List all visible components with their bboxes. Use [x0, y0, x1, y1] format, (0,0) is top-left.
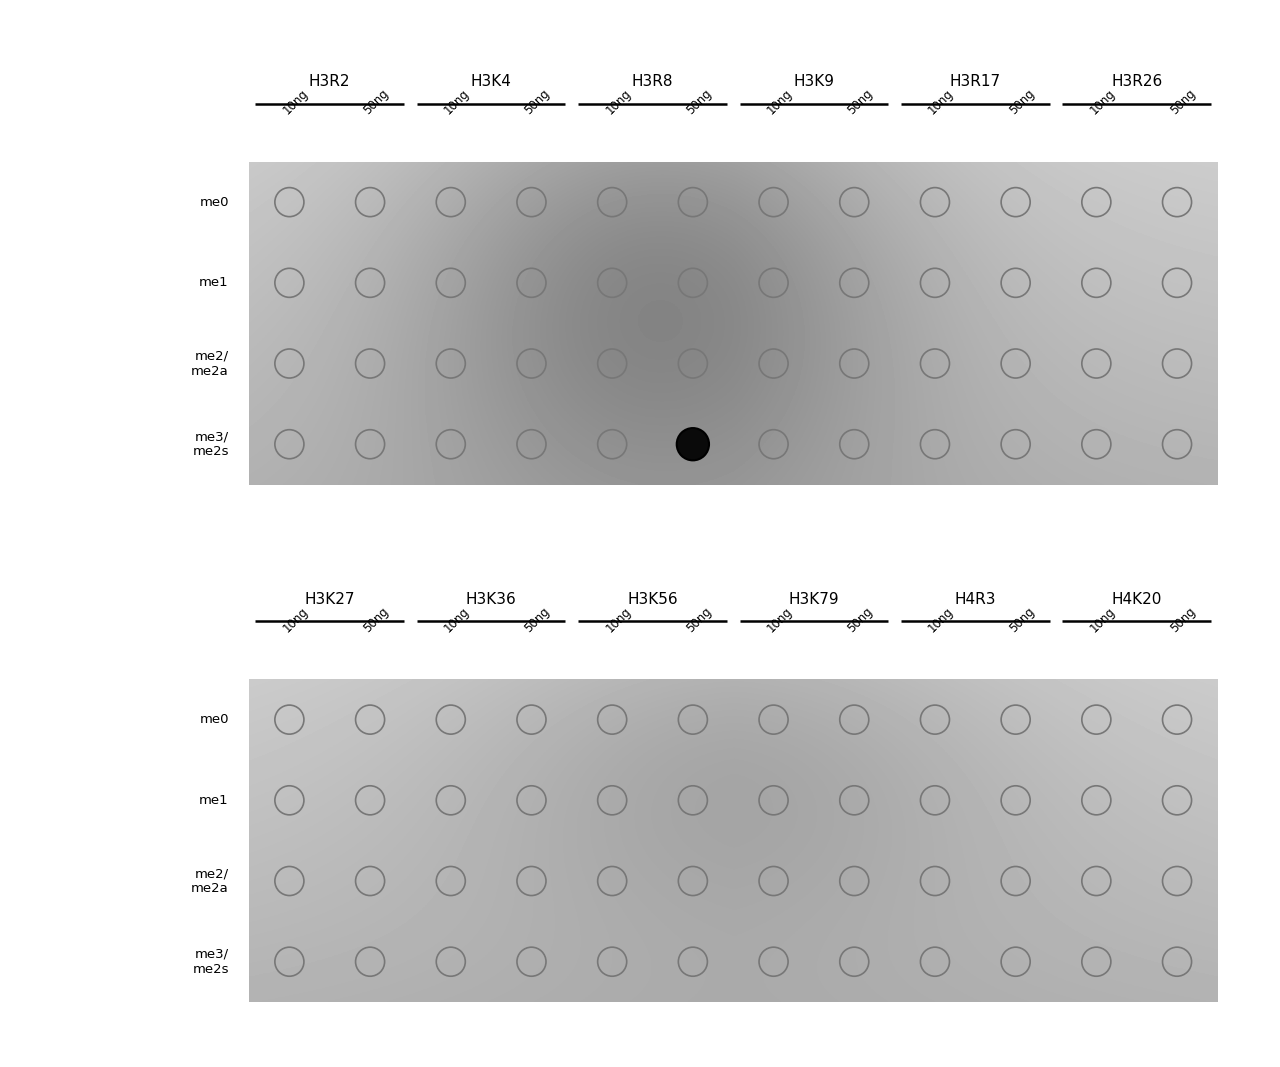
Text: 10ng: 10ng — [764, 87, 795, 117]
Text: 50ng: 50ng — [522, 87, 553, 117]
Text: H3K56: H3K56 — [627, 591, 678, 607]
Text: me3/
me2s: me3/ me2s — [192, 947, 229, 975]
Text: me1: me1 — [200, 276, 229, 289]
Text: 50ng: 50ng — [361, 87, 392, 117]
Text: 50ng: 50ng — [684, 87, 714, 117]
Text: H3K4: H3K4 — [471, 74, 512, 90]
Text: 10ng: 10ng — [280, 87, 311, 117]
Text: H3R17: H3R17 — [950, 74, 1001, 90]
Text: 10ng: 10ng — [280, 605, 311, 635]
Circle shape — [677, 428, 709, 460]
Text: 50ng: 50ng — [361, 605, 392, 635]
Text: H4K20: H4K20 — [1111, 591, 1162, 607]
Text: 50ng: 50ng — [845, 87, 876, 117]
Text: me3/
me2s: me3/ me2s — [192, 430, 229, 458]
Text: 10ng: 10ng — [442, 605, 472, 635]
Text: H3K9: H3K9 — [794, 74, 835, 90]
Text: 10ng: 10ng — [603, 605, 634, 635]
Text: me0: me0 — [200, 195, 229, 209]
Text: 50ng: 50ng — [522, 605, 553, 635]
Text: H3R8: H3R8 — [632, 74, 673, 90]
Text: 10ng: 10ng — [1087, 87, 1117, 117]
Text: H3K27: H3K27 — [305, 591, 355, 607]
Text: H3R2: H3R2 — [308, 74, 351, 90]
Text: H3R26: H3R26 — [1111, 74, 1162, 90]
Text: H4R3: H4R3 — [955, 591, 996, 607]
Text: H3K79: H3K79 — [788, 591, 840, 607]
Text: 50ng: 50ng — [1167, 87, 1198, 117]
Text: H3K36: H3K36 — [466, 591, 517, 607]
Text: 50ng: 50ng — [1167, 605, 1198, 635]
Text: 10ng: 10ng — [603, 87, 634, 117]
Text: me1: me1 — [200, 794, 229, 807]
Text: 10ng: 10ng — [764, 605, 795, 635]
Text: 50ng: 50ng — [684, 605, 714, 635]
Text: 50ng: 50ng — [845, 605, 876, 635]
Text: me0: me0 — [200, 713, 229, 727]
Text: 10ng: 10ng — [925, 87, 956, 117]
Text: 10ng: 10ng — [925, 605, 956, 635]
Text: me2/
me2a: me2/ me2a — [191, 867, 229, 895]
Text: 50ng: 50ng — [1006, 605, 1037, 635]
Text: 10ng: 10ng — [442, 87, 472, 117]
Text: 50ng: 50ng — [1006, 87, 1037, 117]
Text: me2/
me2a: me2/ me2a — [191, 350, 229, 378]
Text: 10ng: 10ng — [1087, 605, 1117, 635]
